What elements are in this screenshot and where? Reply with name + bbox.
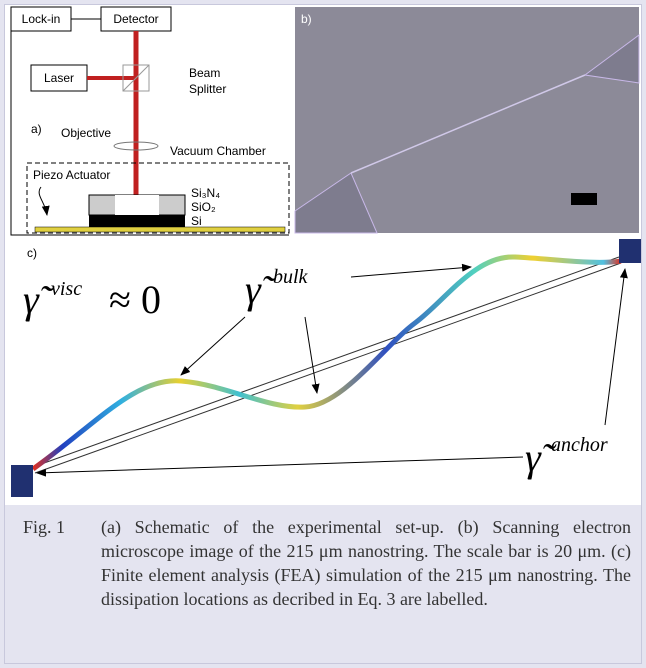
superscript: bulk [273, 266, 309, 288]
layer-label: Si₃N₄ [191, 186, 220, 200]
panel-label: b) [301, 12, 312, 26]
deformed-string [31, 254, 622, 472]
figure: Lock-in Detector Laser Beam Splitter a) … [4, 4, 642, 664]
relation: ≈ 0 [109, 277, 161, 322]
caption-label: Fig. 1 [23, 517, 66, 537]
si-layer [89, 215, 185, 227]
box [30, 64, 88, 92]
layer-label: SiO₂ [191, 200, 216, 214]
arrow [304, 316, 320, 394]
piezo [34, 226, 286, 233]
objective-lens [113, 141, 159, 151]
wire [10, 31, 289, 236]
superscript: visc [51, 278, 82, 300]
lock-in-label: Lock-in [22, 12, 61, 26]
beam-splitter-label: Beam [189, 66, 220, 80]
nanostring [350, 74, 586, 174]
layer-label: Si [191, 214, 202, 228]
vacuum-chamber [26, 162, 290, 234]
detector-label: Detector [113, 12, 158, 26]
scale-bar [571, 193, 597, 205]
panel-label: a) [31, 122, 42, 136]
box [100, 6, 172, 32]
arrow [350, 263, 472, 278]
rest-line [32, 256, 620, 468]
arrow [604, 268, 628, 426]
superscript: anchor [551, 434, 608, 456]
objective-label: Objective [61, 126, 111, 140]
box [10, 6, 72, 32]
laser-label: Laser [44, 71, 74, 85]
piezo-actuator-label: Piezo Actuator [33, 168, 110, 182]
panel-label: c) [27, 246, 37, 260]
splitter [122, 64, 150, 92]
arrow [36, 456, 524, 477]
panel-b: b) [294, 7, 640, 234]
figure-panels: Lock-in Detector Laser Beam Splitter a) … [5, 5, 641, 505]
beam-splitter-label: Splitter [189, 82, 226, 96]
arrow [38, 186, 50, 216]
splitter [122, 64, 150, 92]
panel-a: Lock-in Detector Laser Beam Splitter a) … [10, 6, 290, 236]
sio2-gap [115, 195, 159, 215]
arrow [180, 316, 246, 376]
vacuum-chamber-label: Vacuum Chamber [170, 144, 266, 158]
caption-text: (a) Schematic of the experimental set-up… [101, 517, 631, 609]
pad [583, 34, 640, 84]
anchor-pad [619, 239, 641, 263]
rest-line [34, 262, 622, 474]
anchor-pad [11, 465, 33, 497]
